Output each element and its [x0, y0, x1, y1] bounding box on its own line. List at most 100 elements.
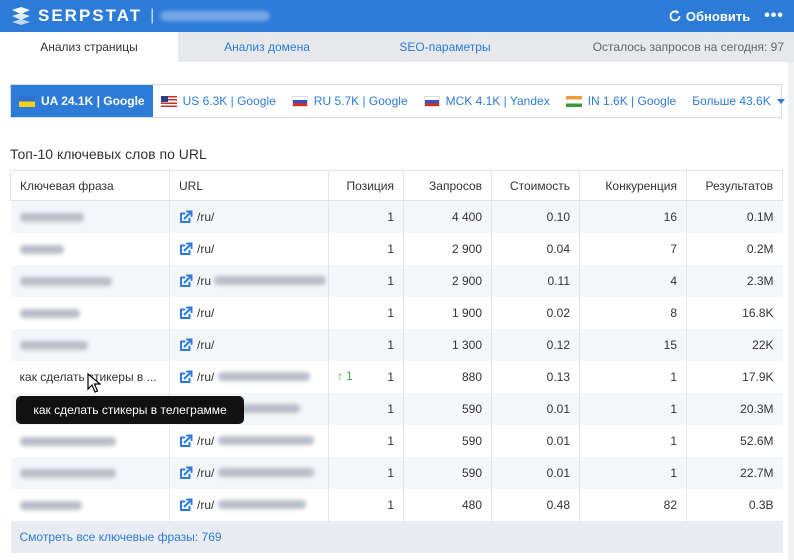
tab-domain-analysis[interactable]: Анализ домена: [224, 40, 310, 54]
table-row: /ru/ 1 1 900 0.02 8 16.8K: [10, 296, 783, 329]
col-keyword[interactable]: Ключевая фраза: [10, 170, 170, 201]
quota-remaining: Осталось запросов на сегодня: 97: [592, 40, 784, 54]
region-label: IN 1.6K | Google: [587, 94, 677, 108]
us-flag-icon: [160, 95, 177, 107]
col-url[interactable]: URL: [169, 170, 329, 201]
url-redacted: [217, 468, 314, 478]
section-title: Топ-10 ключевых слов по URL: [10, 146, 207, 162]
position-value: 1: [387, 241, 394, 256]
region-ua[interactable]: UA 24.1K | Google: [11, 85, 153, 117]
table-row: /ru/ 1 1 300 0.12 15 22K: [10, 328, 783, 361]
region-mck[interactable]: MCK 4.1K | Yandex: [416, 85, 558, 117]
cell-queries: 2 900: [403, 264, 492, 297]
position-value: 1: [387, 401, 394, 416]
cell-keyword: [10, 264, 170, 297]
cell-results: 16.8K: [742, 305, 774, 320]
external-link-icon[interactable]: [179, 306, 193, 320]
external-link-icon[interactable]: [179, 210, 193, 224]
cell-cost: 0.02: [491, 296, 580, 329]
cell-competition: 8: [579, 296, 687, 329]
scrollbar[interactable]: [788, 62, 794, 560]
url-redacted: [217, 372, 310, 382]
region-ru[interactable]: RU 5.7K | Google: [284, 85, 416, 117]
cell-queries: 2 900: [403, 232, 492, 265]
cell-cost: 0.13: [491, 360, 580, 393]
url-path: /ru/: [197, 433, 215, 448]
url-redacted: [214, 276, 327, 286]
cell-position: 1: [328, 264, 404, 297]
region-in[interactable]: IN 1.6K | Google: [558, 85, 685, 117]
position-value: 1: [387, 465, 394, 480]
keyword-redacted: [19, 340, 88, 350]
regions-more-dropdown[interactable]: Больше 43.6K: [684, 85, 791, 117]
cell-url: /ru/: [169, 424, 329, 457]
external-link-icon[interactable]: [179, 370, 193, 384]
cell-competition: 15: [579, 328, 687, 361]
cell-results: 0.3B: [748, 497, 774, 512]
cell-competition: 16: [579, 200, 687, 233]
col-queries[interactable]: Запросов: [403, 170, 492, 201]
external-link-icon[interactable]: [179, 434, 193, 448]
url-path: /ru/: [197, 497, 215, 512]
cell-queries: 480: [403, 488, 492, 521]
cell-competition: 1: [579, 424, 687, 457]
cell-position: 1: [328, 296, 404, 329]
table-row: /ru/ 1 480 0.48 82 0.3B: [10, 488, 783, 521]
tab-page-analysis[interactable]: Анализ страницы: [0, 32, 178, 62]
cell-keyword: [10, 328, 170, 361]
table-footer-row: Смотреть все ключевые фразы: 769: [10, 520, 783, 553]
view-all-keywords-link[interactable]: Смотреть все ключевые фразы: 769: [10, 520, 783, 553]
arrow-up-icon: ↑: [337, 368, 343, 383]
position-value: 1: [387, 273, 394, 288]
col-position[interactable]: Позиция: [328, 170, 404, 201]
table-row: /ru/ 1 2 900 0.04 7 0.2M: [10, 232, 783, 265]
cell-cost: 0.10: [491, 200, 580, 233]
serpstat-logo-icon: [12, 7, 30, 25]
cell-queries: 4 400: [403, 200, 492, 233]
external-link-icon[interactable]: [179, 274, 193, 288]
region-label: MCK 4.1K | Yandex: [445, 94, 550, 108]
cell-position: 1: [328, 456, 404, 489]
region-us[interactable]: US 6.3K | Google: [153, 85, 284, 117]
url-path: /ru/: [197, 465, 215, 480]
cell-keyword: [10, 296, 170, 329]
url-redacted: [217, 436, 314, 446]
cell-url: /ru/: [169, 456, 329, 489]
refresh-icon: [669, 10, 681, 22]
cell-url: /ru/: [169, 488, 329, 521]
external-link-icon[interactable]: [179, 466, 193, 480]
top-bar: SERPSTAT | Обновить •••: [0, 0, 794, 32]
position-change: ↑ 1: [337, 369, 353, 383]
cell-keyword: [10, 456, 170, 489]
cell-position: ↑ 1 1: [328, 360, 404, 393]
table-header-row: Ключевая фраза URL Позиция Запросов Стои…: [10, 170, 783, 201]
cell-results: 22K: [752, 337, 774, 352]
url-redacted: [217, 500, 306, 510]
more-menu-button[interactable]: •••: [764, 7, 784, 24]
col-cost[interactable]: Стоимость: [491, 170, 580, 201]
external-link-icon[interactable]: [179, 498, 193, 512]
cell-competition: 4: [579, 264, 687, 297]
cell-results: 17.9K: [742, 369, 774, 384]
logo[interactable]: SERPSTAT: [10, 6, 142, 26]
col-competition[interactable]: Конкуренция: [579, 170, 687, 201]
cell-position: 1: [328, 424, 404, 457]
col-results[interactable]: Результатов: [705, 178, 774, 193]
cell-keyword: [10, 232, 170, 265]
position-value: 1: [387, 305, 394, 320]
cell-results: 20.3M: [740, 401, 774, 416]
external-link-icon[interactable]: [179, 338, 193, 352]
cell-keyword: [10, 488, 170, 521]
tab-seo-params[interactable]: SEO-параметры: [399, 40, 491, 54]
url-path: /ru: [197, 273, 212, 288]
cell-results: 0.2M: [746, 241, 774, 256]
keyword-redacted: [19, 276, 112, 286]
cell-queries: 1 300: [403, 328, 492, 361]
keyword-tooltip: как сделать стикеры в телеграмме: [16, 396, 244, 424]
cell-url: /ru/: [169, 232, 329, 265]
table-row: /ru/ 1 590 0.01 1 52.6M: [10, 424, 783, 457]
external-link-icon[interactable]: [179, 242, 193, 256]
cell-url: /ru/: [169, 200, 329, 233]
url-path: /ru/: [197, 210, 215, 225]
refresh-button[interactable]: Обновить: [668, 9, 750, 24]
